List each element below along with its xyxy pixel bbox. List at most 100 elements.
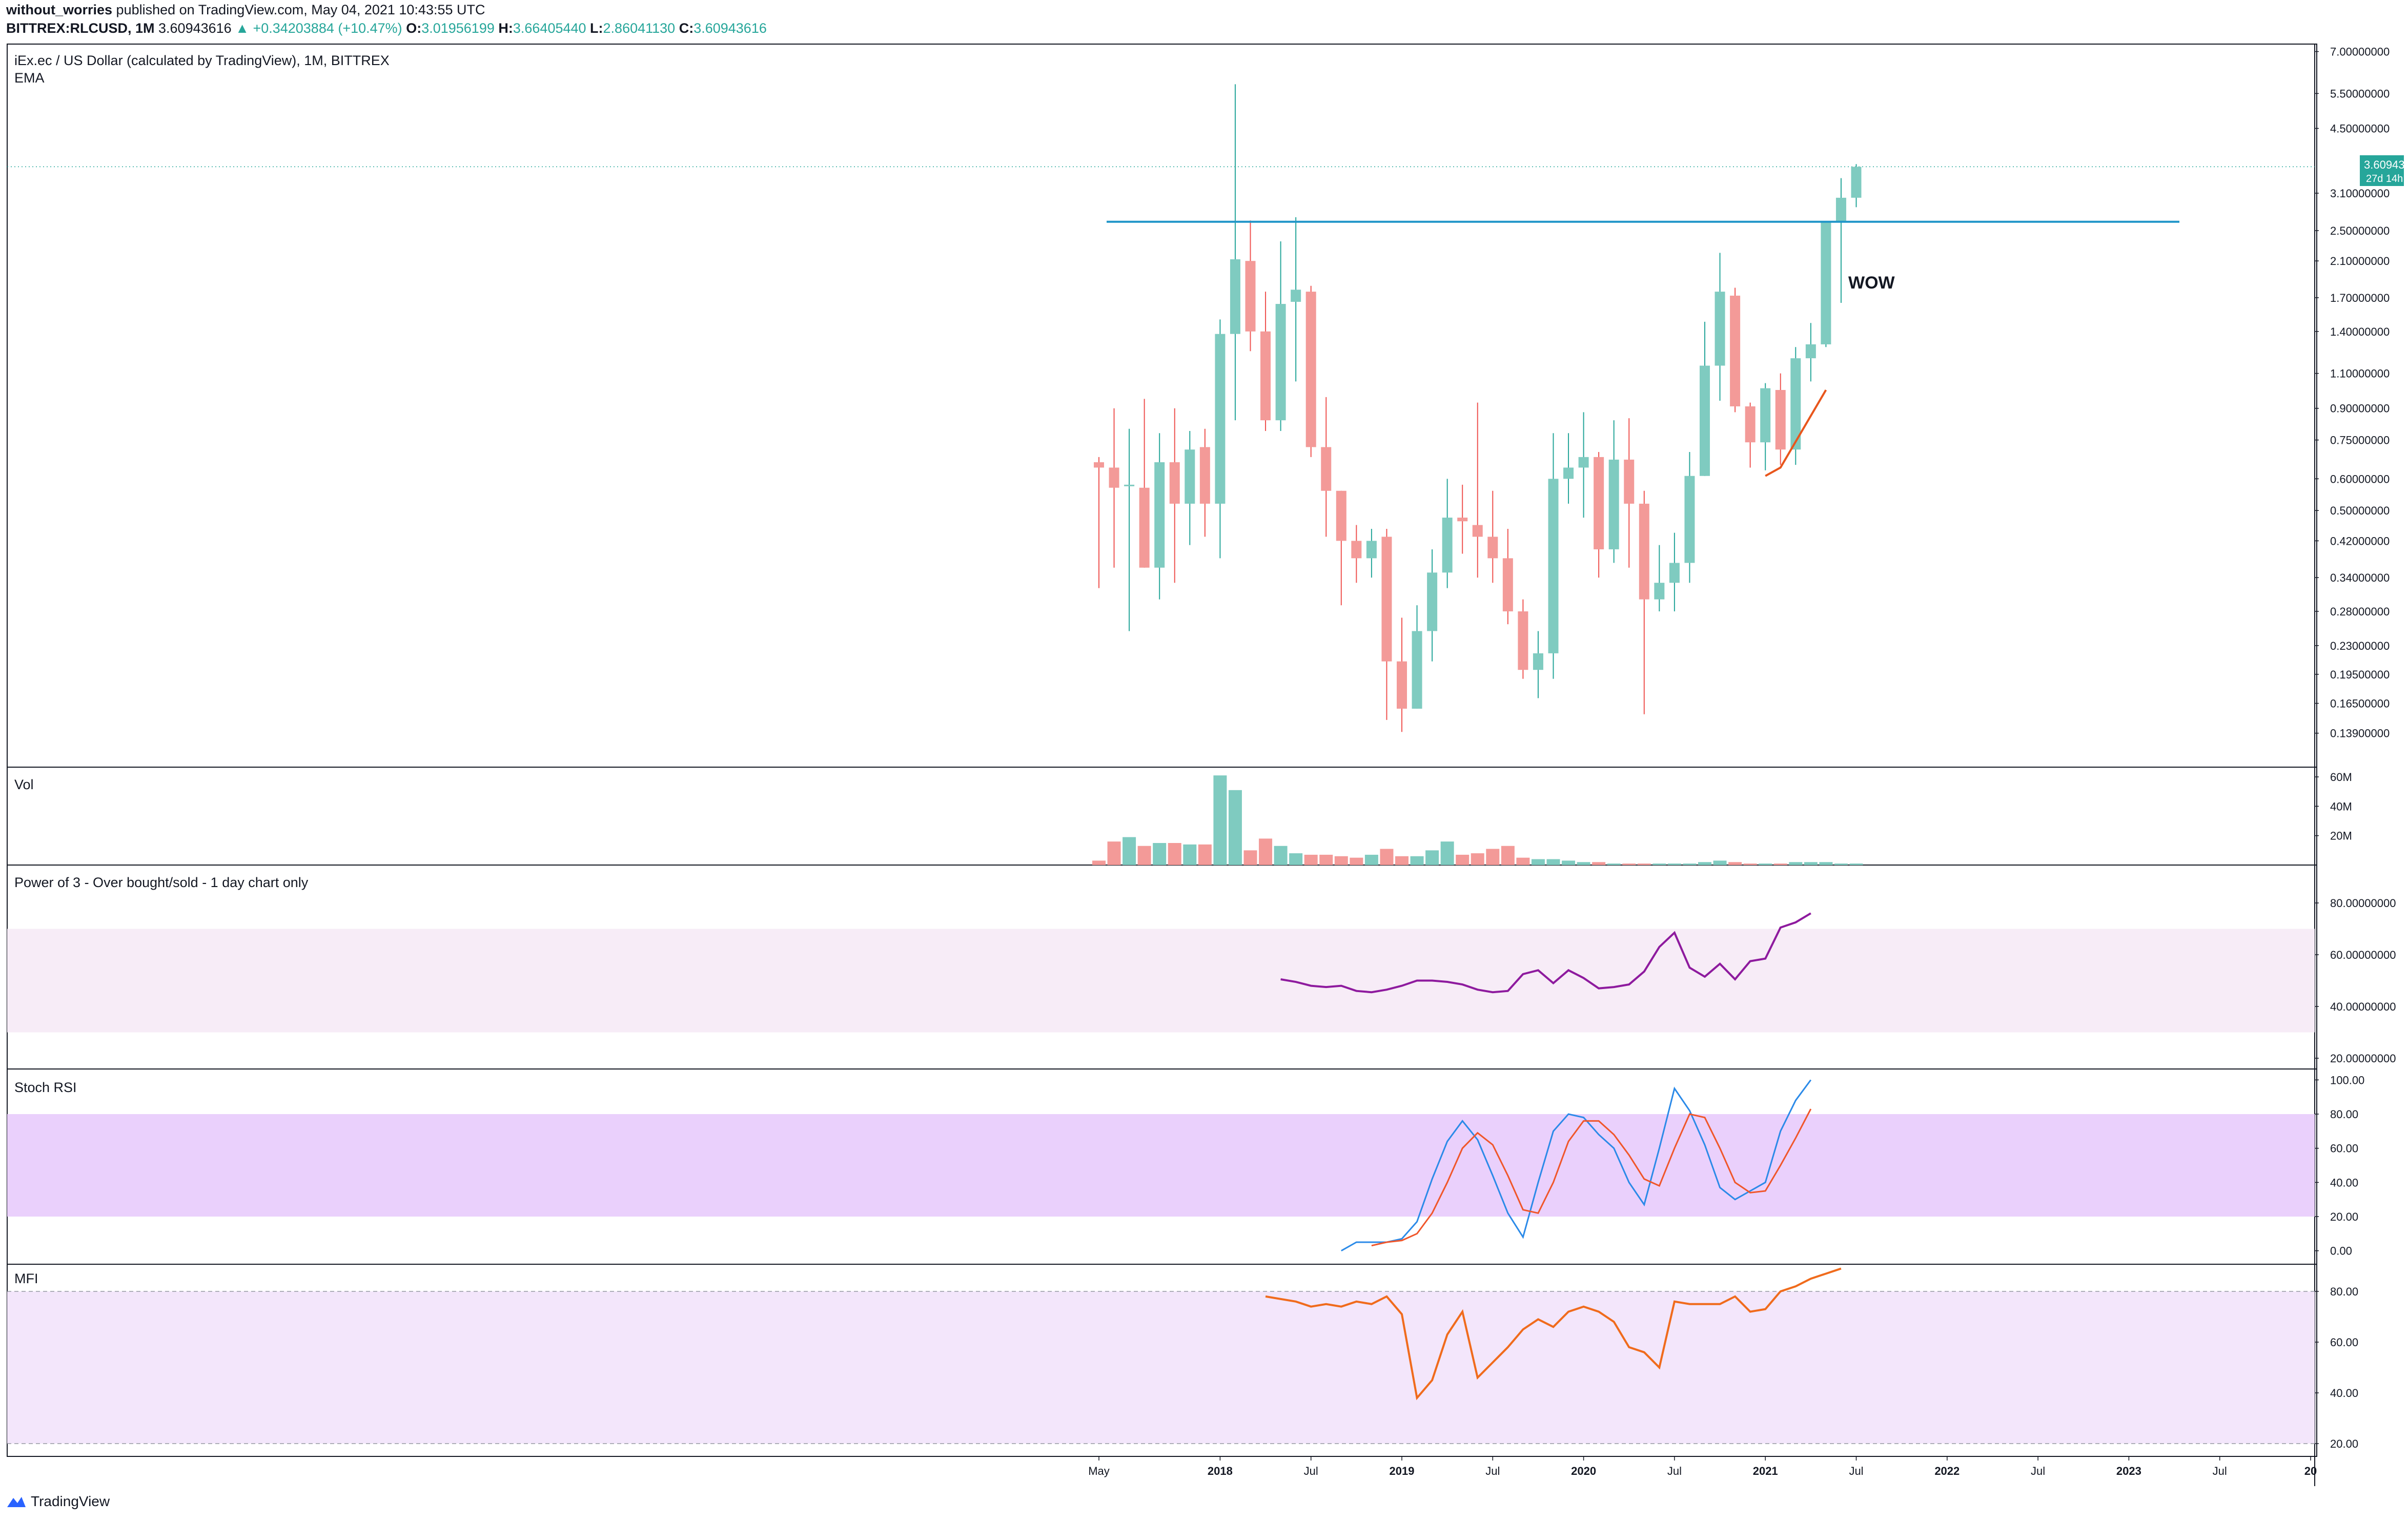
main-pane-title: iEx.ec / US Dollar (calculated by Tradin… — [14, 53, 390, 68]
candle-body — [1821, 221, 1831, 344]
time-tick-label: Jul — [2213, 1465, 2227, 1477]
candle-body — [1094, 462, 1104, 468]
open-value: 3.01956199 — [421, 20, 495, 36]
price-tick-label: 0.28000000 — [2330, 605, 2390, 618]
close-label: C: — [679, 20, 694, 36]
stoch-tick-label: 20.00 — [2330, 1210, 2358, 1223]
symbol-label: BITTREX:RLCUSD, 1M — [6, 20, 155, 36]
published-text: published on TradingView.com, May 04, 20… — [116, 2, 485, 17]
price-tick-label: 0.34000000 — [2330, 571, 2390, 584]
volume-bar — [1819, 862, 1833, 865]
power-pane-title: Power of 3 - Over bought/sold - 1 day ch… — [14, 875, 309, 890]
time-tick-label: 2020 — [1571, 1465, 1596, 1477]
power-band — [7, 929, 2315, 1033]
volume-bar — [1652, 863, 1666, 865]
tradingview-logo[interactable]: TradingView — [6, 1493, 110, 1510]
volume-bar — [1213, 775, 1227, 865]
volume-bar — [1259, 838, 1273, 865]
candle-body — [1578, 457, 1589, 468]
stoch-tick-label: 0.00 — [2330, 1245, 2352, 1258]
candle-body — [1427, 572, 1438, 631]
volume-bar — [1319, 854, 1333, 865]
candle-body — [1639, 503, 1649, 600]
time-tick-label: 2019 — [1390, 1465, 1415, 1477]
author-name[interactable]: without_worries — [6, 2, 113, 17]
candle-body — [1397, 661, 1407, 709]
time-tick-label: Jul — [1849, 1465, 1863, 1477]
mfi-line — [1265, 1267, 1842, 1401]
stoch-tick-label: 40.00 — [2330, 1176, 2358, 1189]
symbol-info: BITTREX:RLCUSD, 1M 3.60943616 ▲ +0.34203… — [6, 20, 767, 36]
volume-bar — [1289, 853, 1303, 865]
time-axis: May 2018 Jul 2019 Jul 2020 Jul 2021 Jul 2022 Jul 20… — [1088, 1456, 2317, 1477]
price-tick-label: 0.42000000 — [2330, 534, 2390, 547]
price-tick-label: 0.60000000 — [2330, 472, 2390, 485]
volume-bar — [1183, 844, 1197, 865]
volume-bar — [1334, 856, 1348, 865]
candle-body — [1291, 290, 1301, 302]
mfi-band — [7, 1291, 2315, 1444]
time-tick-label: May — [1088, 1465, 1110, 1477]
mfi-tick-label: 80.00 — [2330, 1285, 2358, 1298]
price-tick-label: 4.50000000 — [2330, 122, 2390, 135]
volume-bar — [1425, 850, 1439, 865]
volume-bar — [1743, 863, 1757, 865]
change-up-icon: ▲ — [235, 20, 249, 36]
indicator-bands — [7, 929, 2315, 1444]
volume-bar — [1410, 856, 1424, 865]
candle-body — [1502, 558, 1513, 611]
candle-body — [1805, 344, 1816, 359]
price-tick-label: 0.90000000 — [2330, 402, 2390, 415]
price-tick-label: 0.16500000 — [2330, 697, 2390, 710]
candle-body — [1487, 537, 1498, 559]
chart-frame — [7, 44, 2317, 1457]
ema-line — [1765, 389, 1827, 477]
candle-body — [1215, 334, 1226, 504]
price-tick-label: 0.23000000 — [2330, 640, 2390, 652]
volume-bar — [1728, 862, 1742, 865]
candle-body — [1169, 462, 1180, 504]
volume-bar — [1789, 862, 1803, 865]
volume-bar — [1773, 863, 1787, 865]
candle-body — [1745, 406, 1756, 443]
volume-series — [1092, 775, 1863, 865]
candle-body — [1624, 459, 1635, 504]
last-price: 3.60943616 — [158, 20, 232, 36]
volume-bar — [1531, 859, 1545, 865]
candle-body — [1775, 389, 1786, 450]
candle-body — [1472, 525, 1483, 537]
candle-body — [1730, 295, 1741, 406]
candle-body — [1594, 457, 1604, 549]
mfi-pane-title: MFI — [14, 1271, 38, 1286]
volume-bar — [1683, 863, 1697, 865]
volume-bar — [1380, 849, 1394, 865]
candle-body — [1563, 467, 1574, 479]
time-tick-label: Jul — [1304, 1465, 1318, 1477]
last-price-badge: 3.60943616 27d 14h — [2360, 155, 2408, 186]
volume-bar — [1486, 849, 1500, 865]
stoch-tick-label: 60.00 — [2330, 1142, 2358, 1155]
volume-bar — [1698, 862, 1711, 865]
candle-body — [1321, 447, 1332, 491]
power-tick-label: 40.00000000 — [2330, 1000, 2396, 1013]
volume-bar — [1804, 862, 1818, 865]
high-label: H: — [498, 20, 513, 36]
volume-bar — [1546, 859, 1560, 865]
candle-body — [1139, 487, 1150, 568]
candle-body — [1199, 447, 1210, 504]
volume-bar — [1228, 790, 1242, 865]
price-tick-label: 5.50000000 — [2330, 87, 2390, 100]
candle-body — [1366, 541, 1377, 559]
candle-body — [1669, 563, 1680, 583]
mfi-tick-label: 40.00 — [2330, 1387, 2358, 1400]
volume-bar — [1123, 837, 1136, 865]
wow-annotation: WOW — [1848, 273, 1895, 293]
candle-body — [1124, 484, 1135, 486]
candle-body — [1185, 449, 1195, 504]
mfi-tick-label: 20.00 — [2330, 1437, 2358, 1450]
volume-bar — [1471, 853, 1484, 865]
candle-body — [1305, 292, 1316, 447]
volume-bar — [1304, 854, 1318, 865]
candle-body — [1245, 261, 1256, 332]
